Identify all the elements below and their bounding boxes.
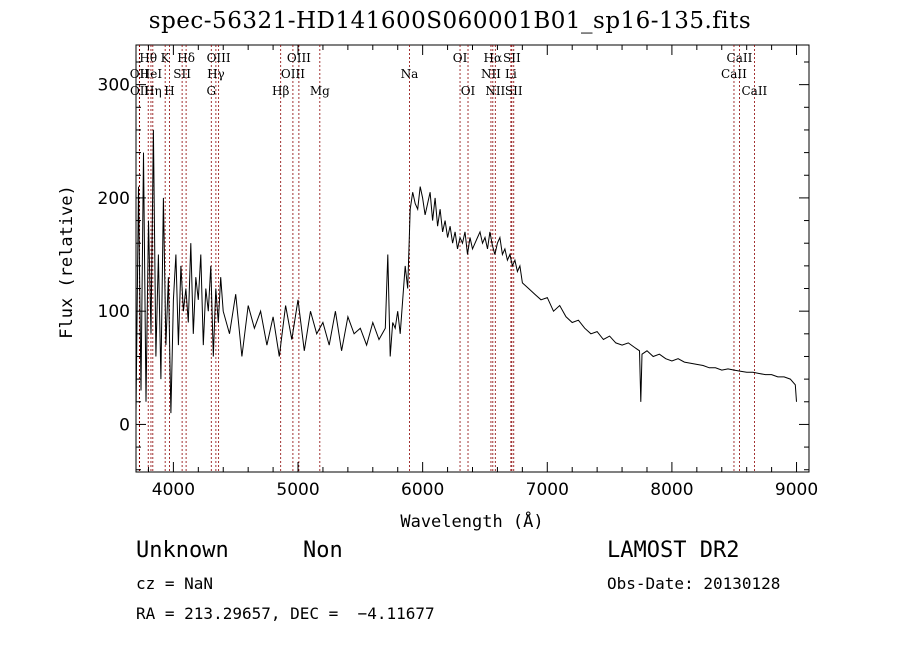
y-tick-label: 300 bbox=[98, 76, 130, 96]
line-marker-label: OIII bbox=[207, 51, 231, 65]
line-marker-label: K bbox=[161, 51, 171, 65]
line-marker-label: SII bbox=[173, 67, 191, 81]
x-tick-label: 5000 bbox=[276, 480, 319, 500]
line-marker-label: CaII bbox=[741, 84, 767, 98]
y-tick-label: 0 bbox=[119, 415, 130, 435]
line-marker-label: CaII bbox=[727, 51, 753, 65]
x-axis-label: Wavelength (Å) bbox=[400, 510, 543, 532]
obs-date-label: Obs-Date: 20130128 bbox=[607, 574, 781, 593]
line-marker-label: Hβ bbox=[272, 84, 289, 98]
line-marker-label: SII bbox=[503, 51, 521, 65]
y-axis-ticks: 0 100 200 300 bbox=[98, 61, 809, 471]
line-marker-label: OI bbox=[453, 51, 468, 65]
line-marker-label: Hδ bbox=[177, 51, 195, 65]
line-marker-label: OIII bbox=[281, 67, 305, 81]
x-axis-ticks: 4000 5000 6000 7000 8000 9000 bbox=[147, 45, 818, 500]
y-tick-label: 200 bbox=[98, 189, 130, 209]
line-marker-label: CaII bbox=[721, 67, 747, 81]
line-marker-label: NII bbox=[481, 67, 501, 81]
y-axis-label: Flux (relative) bbox=[57, 185, 77, 339]
line-marker-labels: OII OII Hθ HeI Hη K H SII Hδ G Hγ OIII Hβ OIII OIII Mg N… bbox=[130, 51, 768, 98]
x-tick-label: 4000 bbox=[152, 480, 195, 500]
chart-title: spec-56321-HD141600S060001B01_sp16-135.f… bbox=[148, 8, 752, 34]
line-marker-label: Hη bbox=[144, 84, 162, 98]
line-marker-label: Li bbox=[505, 67, 517, 81]
line-marker-label: HeI bbox=[140, 67, 163, 81]
x-tick-label: 6000 bbox=[401, 480, 444, 500]
line-marker-label: OIII bbox=[287, 51, 311, 65]
line-markers bbox=[138, 45, 755, 472]
x-tick-label: 8000 bbox=[650, 480, 693, 500]
x-tick-label: 9000 bbox=[775, 480, 818, 500]
line-marker-label: Na bbox=[401, 67, 419, 81]
line-marker-label: NII bbox=[485, 84, 505, 98]
line-marker-label: OII bbox=[130, 67, 150, 81]
x-tick-label: 7000 bbox=[526, 480, 569, 500]
line-marker-label: OII bbox=[130, 84, 150, 98]
line-marker-label: SII bbox=[505, 84, 523, 98]
survey-label: LAMOST DR2 bbox=[607, 538, 740, 563]
line-marker-label: G bbox=[206, 84, 216, 98]
spectrum-line bbox=[135, 129, 797, 414]
y-tick-label: 100 bbox=[98, 302, 130, 322]
line-marker-label: Hα bbox=[484, 51, 503, 65]
line-marker-label: OI bbox=[461, 84, 476, 98]
radec-label: RA = 213.29657, DEC = −4.11677 bbox=[136, 604, 435, 623]
line-marker-label: H bbox=[164, 84, 174, 98]
class-label: Unknown bbox=[136, 538, 229, 563]
line-marker-label: Hγ bbox=[207, 67, 225, 81]
line-marker-label: Hθ bbox=[139, 51, 157, 65]
subclass-label: Non bbox=[303, 538, 343, 563]
cz-label: cz = NaN bbox=[136, 574, 214, 593]
line-marker-label: Mg bbox=[310, 84, 330, 98]
plot-frame bbox=[135, 44, 810, 473]
